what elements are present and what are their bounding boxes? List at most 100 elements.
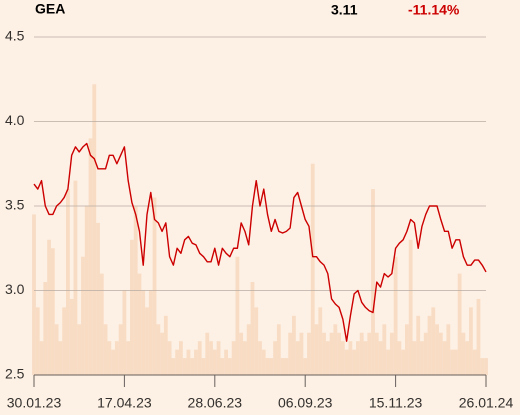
volume-bar bbox=[389, 332, 394, 375]
volume-bar bbox=[54, 324, 59, 375]
x-tick-label: 28.06.23 bbox=[188, 395, 243, 411]
volume-bar bbox=[484, 358, 488, 375]
volume-bar bbox=[269, 358, 274, 375]
volume-bar bbox=[145, 307, 149, 375]
volume-bar bbox=[224, 349, 228, 375]
volume-bar bbox=[412, 341, 417, 375]
volume-bar bbox=[318, 307, 323, 375]
volume-bar bbox=[340, 341, 345, 375]
volume-bar bbox=[160, 332, 164, 375]
volume-bar bbox=[408, 239, 413, 375]
volume-bar bbox=[235, 256, 240, 375]
volume-bar bbox=[472, 349, 477, 375]
x-tick-label: 15.11.23 bbox=[369, 395, 423, 411]
volume-bar bbox=[141, 290, 146, 375]
volume-bar bbox=[348, 341, 353, 375]
volume-bar bbox=[246, 324, 251, 375]
volume-bar bbox=[374, 332, 379, 375]
volume-bar bbox=[461, 332, 466, 375]
volume-bar bbox=[314, 324, 319, 375]
volume-bar bbox=[307, 332, 311, 375]
volume-bar bbox=[273, 341, 277, 375]
volume-bar bbox=[453, 349, 458, 375]
volume-bar bbox=[450, 349, 454, 375]
volume-bar bbox=[480, 358, 485, 375]
volume-bar bbox=[182, 358, 187, 375]
volume-bar bbox=[295, 341, 300, 375]
volume-bar bbox=[39, 341, 44, 375]
volume-bar bbox=[367, 332, 372, 375]
volume-bar bbox=[58, 341, 63, 375]
volume-bar bbox=[194, 349, 198, 375]
volume-bar bbox=[442, 341, 447, 375]
volume-bar bbox=[303, 358, 308, 375]
volume-bar bbox=[231, 341, 236, 375]
volume-bar bbox=[322, 332, 326, 375]
volume-bar bbox=[43, 282, 48, 375]
volume-bar bbox=[216, 341, 221, 375]
volume-bar bbox=[114, 341, 119, 375]
volume-bar bbox=[250, 282, 255, 375]
volume-bar bbox=[175, 349, 180, 375]
volume-bar bbox=[420, 341, 424, 375]
volume-bar bbox=[344, 349, 349, 375]
volume-bar bbox=[292, 315, 296, 375]
volume-bar bbox=[469, 307, 473, 375]
volume-bar bbox=[386, 349, 390, 375]
volume-bar bbox=[205, 332, 210, 375]
volume-bar bbox=[329, 332, 334, 375]
volume-bar bbox=[438, 332, 443, 375]
volume-bar bbox=[393, 256, 398, 375]
volume-bar bbox=[92, 84, 97, 375]
volume-bar bbox=[333, 324, 338, 375]
price-line bbox=[33, 142, 487, 342]
volume-bar bbox=[352, 349, 357, 375]
volume-bar bbox=[465, 341, 470, 375]
volume-bar bbox=[371, 189, 375, 375]
volume-bar bbox=[163, 315, 168, 375]
volume-bar bbox=[243, 341, 247, 375]
volume-bar bbox=[35, 307, 40, 375]
volume-bar bbox=[69, 298, 74, 375]
y-tick-label: 3.5 bbox=[5, 197, 25, 213]
volume-bar bbox=[50, 248, 55, 375]
volume-bar bbox=[435, 324, 439, 375]
volume-bar bbox=[288, 332, 293, 375]
volume-bar bbox=[201, 358, 206, 375]
volume-bar bbox=[81, 256, 85, 375]
volume-bar bbox=[476, 298, 481, 375]
volume-bar bbox=[73, 180, 78, 375]
volume-bar bbox=[337, 332, 341, 375]
volume-bar bbox=[431, 307, 436, 375]
volume-bar bbox=[156, 324, 161, 375]
volume-bar bbox=[130, 239, 134, 375]
volume-bar bbox=[167, 341, 172, 375]
volume-bar bbox=[239, 332, 244, 375]
volume-bar bbox=[397, 341, 402, 375]
volume-bar bbox=[152, 197, 157, 375]
change: -11.14% bbox=[408, 2, 460, 18]
x-tick-label: 17.04.23 bbox=[97, 395, 152, 411]
volume-bar bbox=[122, 290, 127, 375]
volume-bar bbox=[423, 332, 428, 375]
volume-bar bbox=[88, 138, 93, 375]
x-tick-label: 30.01.23 bbox=[7, 395, 62, 411]
volume-bar bbox=[325, 341, 330, 375]
volume-bar bbox=[359, 332, 364, 375]
volume-bar bbox=[254, 307, 259, 375]
volume-bar bbox=[265, 358, 270, 375]
volume-bar bbox=[209, 341, 213, 375]
volume-bar bbox=[220, 358, 225, 375]
volume-bar bbox=[212, 349, 217, 375]
volume-bar bbox=[427, 315, 432, 375]
volume-bar bbox=[276, 324, 281, 375]
volume-bar bbox=[103, 324, 108, 375]
volume-bar bbox=[96, 222, 100, 375]
volume-bar bbox=[299, 332, 304, 375]
x-tick-label: 26.01.24 bbox=[459, 395, 514, 411]
y-tick-label: 3.0 bbox=[5, 281, 25, 297]
y-tick-label: 2.5 bbox=[5, 366, 25, 382]
volume-bar bbox=[137, 273, 142, 375]
